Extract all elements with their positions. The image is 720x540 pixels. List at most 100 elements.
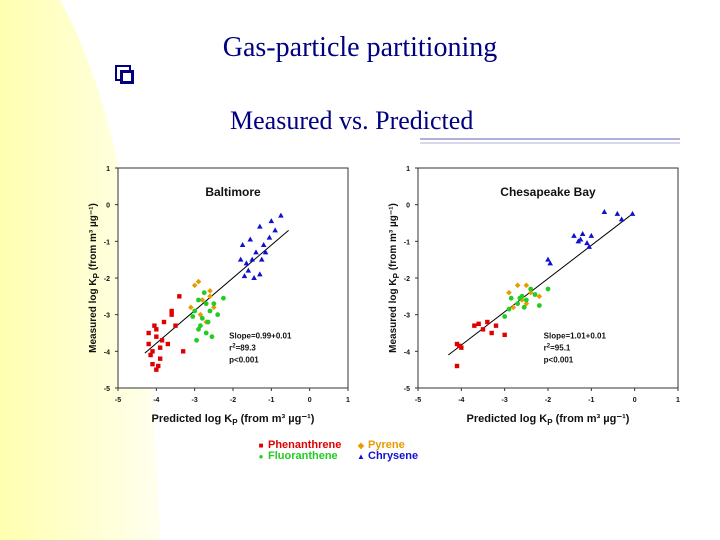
legend-label: Pyrene <box>368 439 405 451</box>
data-point-phenanthrene <box>173 323 178 328</box>
data-point-phenanthrene <box>157 345 163 350</box>
data-point-fluoranthene <box>532 292 538 297</box>
y-tick-label: -5 <box>104 386 110 393</box>
data-point-phenanthrene <box>169 312 174 317</box>
data-point-phenanthrene <box>169 308 174 314</box>
data-point-chrysene <box>247 236 254 242</box>
data-point-phenanthrene <box>480 327 486 332</box>
data-point-chrysene <box>243 260 250 266</box>
data-point-fluoranthene <box>201 290 207 296</box>
chart-title: Chesapeake Bay <box>500 185 596 199</box>
data-point-fluoranthene <box>528 286 534 292</box>
legend-item-phenanthrene: ■ Phenanthrene <box>256 439 342 451</box>
data-point-chrysene <box>586 243 592 249</box>
data-point-phenanthrene <box>154 334 159 339</box>
data-point-fluoranthene <box>221 295 226 301</box>
yellow-background-wash <box>0 0 160 540</box>
circle-marker-icon: ● <box>258 452 264 461</box>
legend-item-chrysene: ▲ Chrysene <box>356 451 418 462</box>
data-point-pyrene <box>211 304 217 311</box>
x-tick-label: 1 <box>676 397 680 404</box>
data-point-chrysene <box>278 212 284 218</box>
data-point-fluoranthene <box>209 334 215 340</box>
y-tick-label: -5 <box>404 386 410 393</box>
y-tick-label: 0 <box>406 203 410 210</box>
legend-item-fluoranthene: ● Fluoranthene <box>256 451 338 462</box>
data-point-phenanthrene <box>489 330 494 336</box>
data-point-phenanthrene <box>148 352 153 358</box>
data-point-phenanthrene <box>150 361 155 367</box>
data-point-chrysene <box>272 227 278 233</box>
y-tick-label: -3 <box>404 313 410 320</box>
y-axis-label: Measured log KP (from m³ µg⁻¹) <box>388 203 401 353</box>
data-point-chrysene <box>268 218 275 224</box>
x-tick-label: -1 <box>588 397 594 404</box>
subtitle-underline-decor <box>420 138 680 144</box>
data-point-chrysene <box>262 249 269 255</box>
y-tick-label: -1 <box>104 239 110 246</box>
data-point-pyrene <box>536 293 543 300</box>
data-point-fluoranthene <box>215 312 221 318</box>
y-tick-label: 0 <box>106 203 110 210</box>
data-point-fluoranthene <box>203 301 209 307</box>
slide-subtitle: Measured vs. Predicted <box>230 106 474 135</box>
data-point-chrysene <box>545 256 551 262</box>
legend-label: Fluoranthene <box>268 450 338 462</box>
x-tick-label: -4 <box>458 397 464 404</box>
data-point-chrysene <box>239 242 246 247</box>
data-point-pyrene <box>510 304 517 311</box>
legend: ■ Phenanthrene ◆ Pyrene ● Fluoranthene ▲ Chr… <box>250 437 448 463</box>
x-tick-label: -4 <box>153 397 159 404</box>
y-tick-label: 1 <box>406 166 410 173</box>
data-point-phenanthrene <box>154 367 159 372</box>
x-axis-label: Predicted log KP (from m³ µg⁻¹) <box>467 413 630 427</box>
y-tick-label: -2 <box>404 276 410 283</box>
data-point-phenanthrene <box>456 343 462 349</box>
y-tick-label: -2 <box>104 276 110 283</box>
data-point-fluoranthene <box>207 308 213 314</box>
data-point-pyrene <box>195 278 202 285</box>
y-tick-label: -4 <box>104 349 110 356</box>
data-point-phenanthrene <box>454 363 460 369</box>
data-point-fluoranthene <box>199 315 205 321</box>
data-point-chrysene <box>257 223 263 229</box>
data-point-fluoranthene <box>190 314 196 319</box>
data-point-fluoranthene <box>517 295 523 301</box>
data-point-phenanthrene <box>472 323 477 328</box>
data-point-fluoranthene <box>198 323 203 329</box>
data-point-chrysene <box>258 256 265 262</box>
data-point-phenanthrene <box>502 332 507 338</box>
data-point-pyrene <box>523 282 530 289</box>
square-marker-icon: ■ <box>258 441 264 450</box>
data-point-phenanthrene <box>152 323 157 328</box>
y-axis-label: Measured log KP (from m³ µg⁻¹) <box>88 203 101 353</box>
data-point-chrysene <box>618 216 625 222</box>
data-point-phenanthrene <box>157 356 163 361</box>
data-point-chrysene <box>584 240 590 246</box>
y-tick-label: 1 <box>106 166 110 173</box>
legend-label: Phenanthrene <box>268 439 342 451</box>
y-tick-label: -4 <box>404 349 410 356</box>
data-point-fluoranthene <box>196 297 201 303</box>
data-point-pyrene <box>527 289 534 296</box>
data-point-phenanthrene <box>159 338 165 343</box>
x-tick-label: -5 <box>115 397 121 404</box>
data-point-phenanthrene <box>156 363 161 369</box>
data-point-chrysene <box>601 209 608 214</box>
data-point-fluoranthene <box>515 301 521 307</box>
data-point-chrysene <box>579 231 586 236</box>
data-point-pyrene <box>506 289 512 296</box>
data-point-phenanthrene <box>146 341 151 347</box>
data-point-phenanthrene <box>150 349 155 354</box>
data-point-chrysene <box>260 242 267 247</box>
data-point-fluoranthene <box>196 326 201 332</box>
data-point-chrysene <box>588 232 595 238</box>
data-point-phenanthrene <box>165 341 171 347</box>
stats-annotation: Slope=1.01+0.01 <box>544 332 607 341</box>
data-point-chrysene <box>245 267 252 273</box>
legend-label: Chrysene <box>368 450 419 462</box>
data-point-phenanthrene <box>154 327 159 332</box>
x-tick-label: -5 <box>415 397 421 404</box>
x-tick-label: -2 <box>230 397 236 404</box>
